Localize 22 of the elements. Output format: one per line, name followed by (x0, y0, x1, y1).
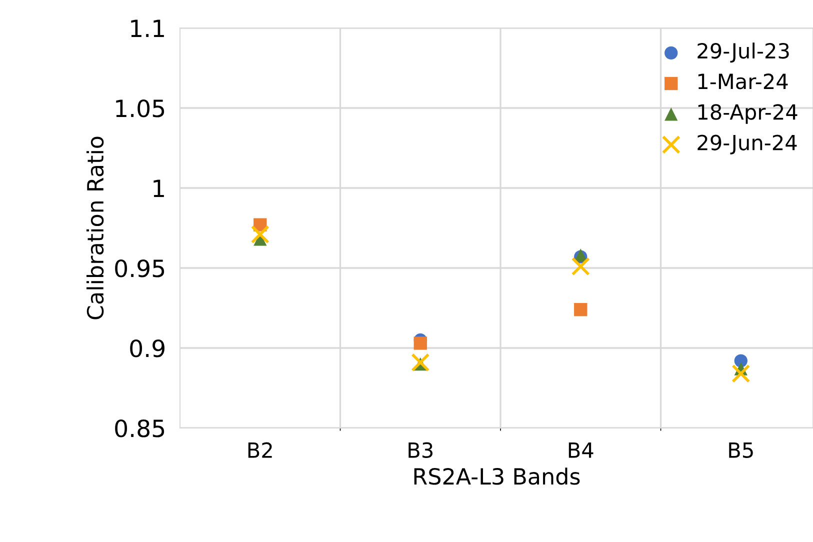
legend-label: 1-Mar-24 (698, 74, 788, 90)
x-tick-label: B4 (568, 442, 594, 458)
x-tick-label: B2 (248, 442, 272, 458)
legend-label: 29-Jul-23 (698, 42, 789, 63)
point (414, 336, 427, 350)
point (732, 364, 750, 383)
x-tick-label: B5 (729, 442, 753, 458)
legend-label: 29-Jun-24 (698, 134, 797, 154)
y-tick-label: 1.1 (131, 20, 164, 37)
y-axis-title: Calibration Ratio (86, 136, 104, 320)
y-tick-label: 1.05 (116, 99, 164, 118)
y-tick-label: 0.9 (130, 339, 164, 358)
y-tick-label: 1 (154, 180, 164, 197)
x-axis-title: RS2A-L3 Bands (414, 468, 580, 485)
point (571, 257, 590, 276)
y-tick-label: 0.85 (115, 419, 164, 438)
point (574, 303, 588, 316)
point (250, 225, 270, 244)
x-tick-label: B3 (408, 442, 432, 458)
point (411, 353, 430, 372)
y-tick-label: 0.95 (115, 259, 164, 278)
legend-label: 18-Apr-24 (698, 104, 798, 124)
